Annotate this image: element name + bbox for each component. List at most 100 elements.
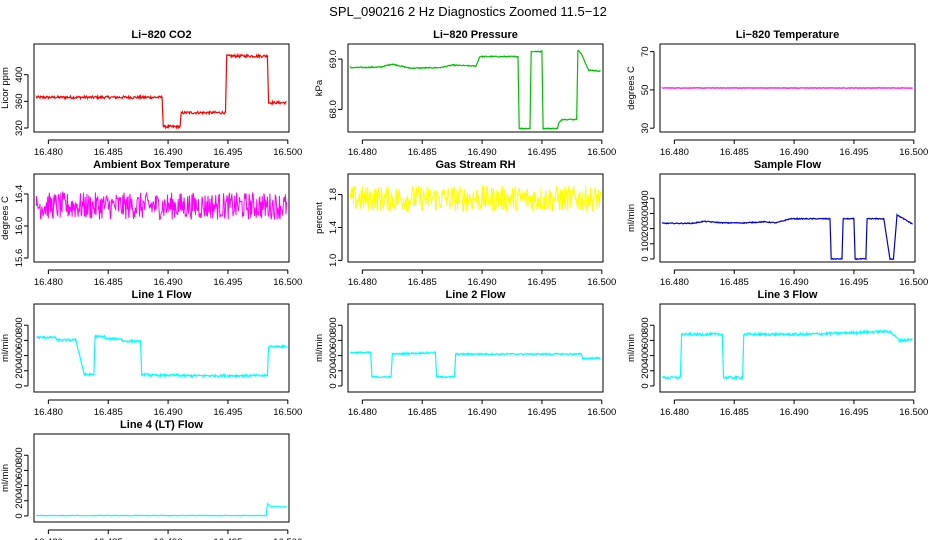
plot-frame bbox=[659, 303, 916, 393]
plot-frame bbox=[659, 173, 916, 263]
x-tick-label: 16.485 bbox=[94, 147, 123, 158]
y-tick-label: 100 bbox=[640, 236, 651, 252]
y-axis-label: ml/min bbox=[0, 464, 11, 492]
x-tick-label: 16.485 bbox=[94, 277, 123, 288]
x-tick-label: 16.480 bbox=[348, 147, 377, 158]
y-tick-label: 400 bbox=[640, 190, 651, 206]
y-tick-label: 0 bbox=[640, 383, 651, 388]
y-axis-label: kPa bbox=[314, 79, 325, 96]
y-tick-label: 600 bbox=[640, 332, 651, 348]
x-tick-label: 16.490 bbox=[468, 147, 497, 158]
plot-frame bbox=[659, 43, 916, 133]
y-tick-label: 68.0 bbox=[328, 100, 339, 119]
chart-panel: Line 3 Flow 16.480 16.485 16.490 16.495 16.50… bbox=[626, 289, 928, 418]
chart-panel: Li−820 Temperature 16.480 16.485 16.490 16.4… bbox=[626, 29, 928, 158]
y-axis-label: ml/min bbox=[314, 334, 325, 362]
chart-panel: Line 1 Flow 16.480 16.485 16.490 16.495 16.50… bbox=[0, 289, 302, 418]
y-axis-label: percent bbox=[314, 202, 325, 234]
x-tick-label: 16.495 bbox=[527, 407, 556, 418]
x-tick-label: 16.480 bbox=[660, 277, 689, 288]
chart-panel: Ambient Box Temperature 16.480 16.485 16.49… bbox=[0, 159, 302, 288]
y-tick-label: 200 bbox=[14, 363, 25, 379]
y-tick-label: 320 bbox=[14, 120, 25, 136]
y-axis-label: degrees C bbox=[626, 66, 637, 110]
y-tick-label: 200 bbox=[328, 363, 339, 379]
y-tick-label: 400 bbox=[14, 348, 25, 364]
chart-title: Ambient Box Temperature bbox=[93, 159, 230, 171]
x-tick-label: 16.500 bbox=[899, 407, 928, 418]
x-tick-label: 16.485 bbox=[94, 407, 123, 418]
y-tick-label: 800 bbox=[328, 317, 339, 333]
y-axis-label: ml/min bbox=[626, 204, 637, 232]
x-tick-label: 16.480 bbox=[34, 407, 63, 418]
y-tick-label: 1.4 bbox=[328, 221, 339, 234]
plot-frame bbox=[347, 43, 604, 133]
x-tick-label: 16.485 bbox=[720, 277, 749, 288]
chart-title: Line 2 Flow bbox=[446, 289, 506, 301]
x-tick-label: 16.500 bbox=[899, 277, 928, 288]
y-tick-label: 200 bbox=[640, 363, 651, 379]
plot-frame bbox=[33, 303, 290, 393]
plot-frame bbox=[347, 173, 604, 263]
plot-frame bbox=[33, 43, 290, 133]
series-line bbox=[349, 350, 601, 379]
x-tick-label: 16.485 bbox=[720, 147, 749, 158]
x-tick-label: 16.485 bbox=[408, 147, 437, 158]
x-tick-label: 16.495 bbox=[213, 147, 242, 158]
x-tick-label: 16.480 bbox=[34, 537, 63, 540]
chart-title: Li−820 Temperature bbox=[736, 29, 839, 41]
x-tick-label: 16.490 bbox=[780, 277, 809, 288]
y-tick-label: 200 bbox=[14, 493, 25, 509]
x-tick-label: 16.485 bbox=[408, 407, 437, 418]
x-tick-label: 16.495 bbox=[839, 407, 868, 418]
chart-title: Line 4 (LT) Flow bbox=[120, 419, 203, 431]
x-tick-label: 16.490 bbox=[154, 407, 183, 418]
x-tick-label: 16.495 bbox=[839, 147, 868, 158]
x-tick-label: 16.480 bbox=[348, 277, 377, 288]
chart-panel: Li−820 CO2 16.480 16.485 16.490 16.495 16.500… bbox=[0, 29, 302, 158]
chart-title: Sample Flow bbox=[754, 159, 822, 171]
chart-title: Line 1 Flow bbox=[132, 289, 192, 301]
chart-panel: Li−820 Pressure 16.480 16.485 16.490 16.495 1… bbox=[314, 29, 616, 158]
y-tick-label: 1.0 bbox=[328, 254, 339, 267]
y-tick-label: 800 bbox=[14, 447, 25, 463]
plot-frame bbox=[347, 303, 604, 393]
y-tick-label: 15.6 bbox=[14, 249, 25, 268]
x-tick-label: 16.485 bbox=[94, 537, 123, 540]
chart-panel: Gas Stream RH 16.480 16.485 16.490 16.495 16.… bbox=[314, 159, 616, 288]
chart-title: Li−820 Pressure bbox=[433, 29, 518, 41]
y-tick-label: 400 bbox=[14, 478, 25, 494]
x-tick-label: 16.490 bbox=[468, 277, 497, 288]
y-tick-label: 0 bbox=[14, 513, 25, 518]
y-tick-label: 800 bbox=[14, 317, 25, 333]
y-tick-label: 400 bbox=[328, 348, 339, 364]
y-tick-label: 16.0 bbox=[14, 217, 25, 236]
series-line bbox=[349, 49, 601, 131]
x-tick-label: 16.490 bbox=[154, 277, 183, 288]
x-tick-label: 16.500 bbox=[587, 147, 616, 158]
x-tick-label: 16.480 bbox=[660, 147, 689, 158]
plot-frame bbox=[33, 433, 290, 523]
x-tick-label: 16.500 bbox=[273, 277, 302, 288]
y-axis-label: ml/min bbox=[626, 334, 637, 362]
x-tick-label: 16.480 bbox=[348, 407, 377, 418]
chart-panel: Line 4 (LT) Flow 16.480 16.485 16.490 16.495… bbox=[0, 419, 302, 540]
series-line bbox=[35, 191, 288, 221]
x-tick-label: 16.480 bbox=[660, 407, 689, 418]
y-tick-label: 400 bbox=[14, 67, 25, 83]
series-line bbox=[349, 185, 602, 214]
chart-title: Line 3 Flow bbox=[758, 289, 818, 301]
x-tick-label: 16.495 bbox=[527, 147, 556, 158]
x-tick-label: 16.495 bbox=[213, 537, 242, 540]
series-line bbox=[35, 52, 287, 130]
chart-panel: Line 2 Flow 16.480 16.485 16.490 16.495 16.50… bbox=[314, 289, 616, 418]
y-tick-label: 69.0 bbox=[328, 50, 339, 68]
x-tick-label: 16.495 bbox=[213, 407, 242, 418]
y-tick-label: 16.4 bbox=[14, 185, 25, 204]
x-tick-label: 16.485 bbox=[408, 277, 437, 288]
chart-title: Li−820 CO2 bbox=[131, 29, 191, 41]
x-tick-label: 16.490 bbox=[468, 407, 497, 418]
y-tick-label: 70 bbox=[640, 46, 651, 57]
x-tick-label: 16.495 bbox=[527, 277, 556, 288]
